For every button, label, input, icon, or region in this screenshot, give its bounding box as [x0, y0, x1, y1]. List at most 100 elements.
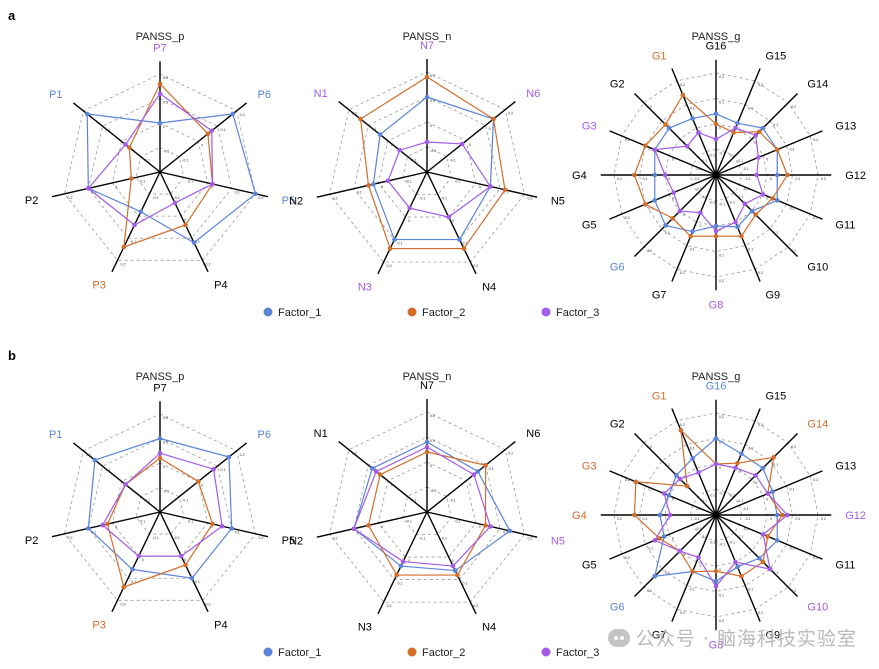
axis-label-g1: G1 — [652, 391, 667, 403]
grid-ring — [111, 462, 209, 557]
data-point-factor_3 — [397, 147, 402, 153]
data-point-factor_2 — [483, 523, 488, 528]
data-point-factor_1 — [690, 116, 695, 121]
data-point-factor_2 — [127, 145, 132, 150]
tick-label: 0.1 — [665, 463, 670, 467]
tick-label: 0.2 — [813, 138, 818, 142]
tick-label: 0.1 — [131, 580, 136, 584]
legend-label-factor_3: Factor_3 — [556, 307, 599, 319]
data-point-factor_1 — [663, 223, 668, 228]
axis-label-g4: G4 — [572, 170, 587, 182]
tick-label: -0.1 — [430, 489, 436, 493]
series-line-factor_2 — [106, 457, 214, 588]
data-point-factor_3 — [662, 172, 668, 178]
grid-ring — [402, 146, 452, 195]
tick-label: 0 — [668, 517, 670, 521]
tick-label: 0 — [672, 537, 674, 541]
tick-label: 0 — [115, 525, 117, 529]
data-point-factor_1 — [735, 224, 740, 230]
axis-spoke — [671, 68, 717, 176]
tick-label: -0.1 — [694, 517, 700, 521]
tick-label: 0 — [381, 185, 383, 189]
series-line-factor_3 — [87, 92, 214, 226]
tick-label: 0.2 — [625, 216, 630, 220]
data-point-factor_2 — [756, 129, 762, 135]
axis-label-g7: G7 — [652, 289, 667, 301]
data-point-factor_2 — [387, 246, 393, 251]
data-point-factor_3 — [753, 473, 758, 478]
axis-label-g13: G13 — [835, 121, 856, 133]
grid-ring — [377, 121, 477, 218]
axis-label-g10: G10 — [807, 601, 828, 613]
data-point-factor_2 — [633, 479, 639, 485]
axis-label-n6: N6 — [526, 428, 540, 440]
data-point-factor_3 — [760, 192, 766, 197]
axis-spoke — [426, 171, 538, 198]
data-point-factor_2 — [663, 122, 668, 127]
tick-label: 0.2 — [758, 611, 763, 615]
tick-label: 0 — [683, 481, 685, 485]
radar-panss-g: PANSS_g -0.1 0 0.1 0.2 G16 -0.1 0 0.1 0.2 G15 -0.1 0… — [572, 371, 866, 651]
tick-label: 0.1 — [719, 101, 724, 105]
tick-label: 0.2 — [758, 271, 763, 275]
axis-label-n6: N6 — [526, 88, 540, 100]
data-point-factor_1 — [369, 466, 375, 471]
tick-label: 0.2 — [821, 177, 826, 181]
tick-label: 0.1 — [773, 231, 778, 235]
axis-spoke — [634, 514, 717, 597]
axis-label-p7: P7 — [153, 382, 166, 394]
data-point-factor_1 — [424, 94, 430, 100]
axis-label-g8: G8 — [709, 639, 724, 651]
tick-label: -0.1 — [182, 499, 188, 503]
data-point-factor_3 — [178, 553, 184, 559]
data-point-factor_2 — [643, 143, 648, 149]
data-point-factor_2 — [121, 244, 127, 250]
series-line-factor_1 — [86, 113, 257, 244]
data-point-factor_3 — [209, 128, 215, 134]
tick-label: -0.1 — [174, 536, 180, 540]
axis-label-g12: G12 — [845, 510, 866, 522]
series-line-factor_2 — [633, 428, 784, 577]
tick-label: 0 — [184, 558, 186, 562]
tick-label: 0.1 — [790, 546, 795, 550]
tick-label: 0 — [184, 218, 186, 222]
radar-panss-p: PANSS_p -0.1 0 0.1 0.2 P7 -0.1 0 0.1 0.2 P6 -0.1 0 0.… — [25, 31, 295, 291]
tick-label: 0.1 — [235, 530, 240, 534]
tick-label: 0 — [452, 219, 454, 223]
tick-label: 0 — [201, 143, 203, 147]
data-point-factor_2 — [157, 81, 163, 87]
tick-label: -0.1 — [419, 537, 425, 541]
tick-label: 0 — [479, 525, 481, 529]
tick-label: 0 — [163, 465, 165, 469]
data-point-factor_3 — [450, 563, 456, 569]
tick-label: -0.1 — [410, 498, 416, 502]
tick-label: 0 — [719, 568, 721, 572]
tick-label: 0.2 — [67, 196, 72, 200]
axis-label-p6: P6 — [258, 89, 271, 101]
tick-label: -0.1 — [709, 493, 715, 497]
tick-label: 0 — [672, 197, 674, 201]
tick-label: 0.2 — [333, 536, 338, 540]
data-point-factor_3 — [785, 512, 790, 518]
tick-label: -0.1 — [745, 517, 751, 521]
tick-label: 0.1 — [463, 582, 468, 586]
tick-label: 0 — [770, 517, 772, 521]
tick-label: -0.1 — [187, 519, 193, 523]
data-point-factor_1 — [157, 436, 163, 441]
data-point-factor_1 — [713, 436, 719, 441]
axis-label-n3: N3 — [358, 281, 372, 293]
tick-label: 0.2 — [625, 478, 630, 482]
tick-label: -0.1 — [406, 180, 412, 184]
tick-label: 0.1 — [357, 191, 362, 195]
data-point-factor_2 — [366, 183, 371, 188]
axis-label-p1: P1 — [49, 89, 62, 101]
data-point-factor_1 — [507, 528, 513, 534]
tick-label: 0 — [668, 177, 670, 181]
tick-label: -0.1 — [694, 177, 700, 181]
data-point-factor_1 — [398, 563, 404, 569]
data-point-factor_3 — [713, 228, 719, 234]
grid-ring — [639, 98, 793, 252]
radar-panss-g: PANSS_g -0.1 0 0.1 0.2 G16 -0.1 0 0.1 0.2 G15 -0.1 0… — [572, 31, 866, 311]
tick-label: 0.1 — [643, 517, 648, 521]
